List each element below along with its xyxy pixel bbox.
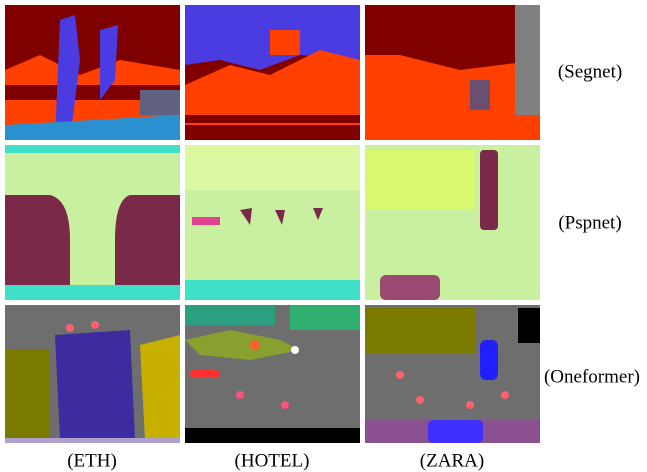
segnet-hotel — [185, 5, 360, 140]
segnet-eth — [5, 5, 180, 140]
oneformer-hotel — [185, 305, 360, 443]
column-label: (ZARA) — [420, 450, 484, 471]
column-label: (HOTEL) — [235, 450, 310, 471]
oneformer-zara — [365, 305, 540, 443]
segnet-zara — [365, 5, 540, 140]
pspnet-eth — [5, 145, 180, 300]
oneformer-eth — [5, 305, 180, 443]
column-label: (ETH) — [67, 450, 117, 471]
row-label: (Pspnet) — [558, 212, 621, 233]
row-label: (Oneformer) — [544, 366, 640, 387]
row-label: (Segnet) — [558, 61, 622, 82]
pspnet-zara — [365, 145, 540, 300]
pspnet-hotel — [185, 145, 360, 300]
